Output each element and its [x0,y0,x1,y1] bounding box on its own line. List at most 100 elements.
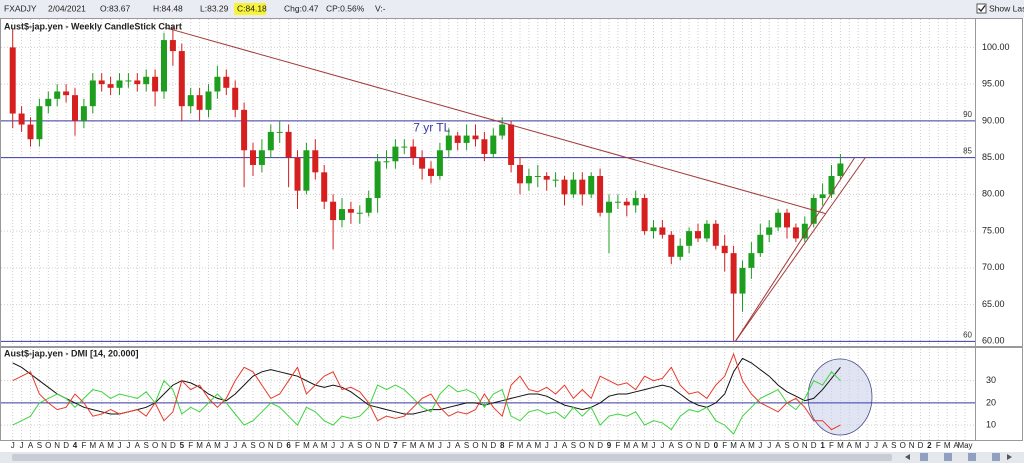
candle-body [534,175,541,177]
scroll-thumb[interactable] [12,454,892,461]
marks: 90 85 60 [1,26,975,435]
x-tick-label: F [295,441,300,450]
y-tick-label: 60.00 [982,336,1005,346]
x-tick-label: M [641,441,648,450]
x-tick-label: O [793,441,799,450]
x-tick-label: J [660,441,664,450]
candle-body [356,212,363,214]
candle-body [178,51,185,107]
y-tick-label: 85.00 [982,152,1005,162]
candle-body [561,179,568,195]
candle-body [810,198,817,224]
y-tick-label: 100.00 [982,42,1010,52]
reference-label: 85 [963,147,972,156]
dmi-line [12,352,841,431]
low: L:83.29 [200,3,229,13]
x-tick-label: N [695,441,701,450]
candle-body [392,146,399,162]
zoom-button[interactable] [944,453,952,461]
x-tick-label: J [554,441,558,450]
x-tick-label: O [45,441,51,450]
reference-label: 60 [963,330,972,339]
x-tick-label: O [366,441,372,450]
x-tick-label: M [855,441,862,450]
x-tick-label: A [419,441,425,450]
x-tick-label: S [571,441,576,450]
x-tick-label: D [277,441,283,450]
trend-line [164,27,826,214]
candle-body [570,179,577,195]
candle-body [54,91,61,99]
candle-body [632,198,639,206]
y-tick-label: 70.00 [982,262,1005,272]
candle-body [321,172,328,202]
x-tick-label: A [775,441,781,450]
candle-body [374,161,381,199]
x-tick-label: M [303,441,310,450]
dmi-line [12,371,841,435]
dmi-title: Aust$-jap.yen - DMI [14, 20.000] [4,348,139,358]
candle-body [641,198,648,232]
x-tick-label: A [206,441,212,450]
x-tick-label: A [847,441,853,450]
x-tick-label: D [811,441,817,450]
zoom-button[interactable] [920,453,928,461]
y-tick-label: 80.00 [982,189,1005,199]
x-tick-label: F [188,441,193,450]
y-tick-label: 90.00 [982,115,1005,125]
x-tick-label: 7 [393,441,398,450]
x-tick-label: A [669,441,675,450]
candle-body [134,80,141,85]
x-tick-label: M [410,441,417,450]
show-last-label[interactable]: Show Last [989,3,1024,13]
close-highlight [234,3,266,15]
candle-body [837,163,844,176]
x-tick-label: M [89,441,96,450]
trend-line [734,157,856,342]
x-tick-label: N [54,441,60,450]
candle-body [721,245,728,254]
candle-body [383,161,390,163]
x-tick-label: F [81,441,86,450]
zoom-button[interactable] [968,453,976,461]
x-tick-label: O [152,441,158,450]
zoom-button[interactable] [992,453,1000,461]
x-tick-label: J [874,441,878,450]
candle-body [686,231,693,246]
x-tick-label: A [135,441,141,450]
x-tick-label: A [526,441,532,450]
candle-body [490,135,497,154]
candle-body [303,150,310,191]
x-tick-label: M [944,441,951,450]
x-tick-label: M [321,441,328,450]
x-tick-label: M [748,441,755,450]
show-last-checkbox[interactable] [976,3,987,14]
candle-body [499,124,506,136]
candle-body [819,194,826,199]
x-tick-label: A [562,441,568,450]
candle-body [339,209,345,221]
open: O:83.67 [100,3,131,13]
candle-body [267,131,274,151]
y-tick-label: 30 [986,375,996,385]
x-tick-label: J [224,441,228,450]
candle-body [543,175,550,180]
candle-body [107,84,114,88]
candle-body [9,47,16,114]
candle-body [330,201,337,221]
x-tick-label: S [250,441,255,450]
candle-body [597,175,604,213]
candle-body [285,131,292,158]
x-tick-label: N [909,441,915,450]
x-tick-label: F [829,441,834,450]
candle-body [828,175,835,195]
candle-body [623,201,630,206]
candle-body [428,168,434,176]
candle-body [294,157,301,191]
y-tick-label: 20 [986,397,996,407]
x-tick-label: A [633,441,639,450]
candle-body [98,80,105,85]
candle-body [677,245,684,257]
candle-body [463,135,470,143]
x-tick-label: 8 [500,441,505,450]
